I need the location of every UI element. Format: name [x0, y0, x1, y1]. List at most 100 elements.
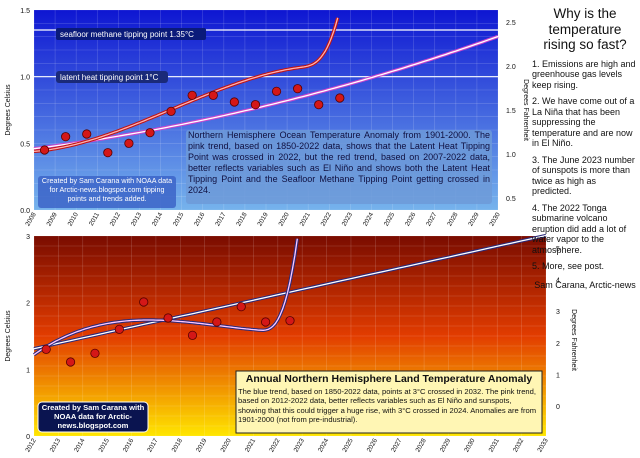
x-tick-label: 2019: [195, 437, 208, 453]
tip-label-latent: latent heat tipping point 1°C: [56, 71, 168, 83]
ocean-y2-ticks: 0.5 1.0 1.5 2.0 2.5: [506, 20, 516, 203]
y2-tick-label: 1.0: [506, 152, 516, 159]
x-tick-label: 2021: [244, 437, 257, 453]
x-tick-label: 2018: [171, 437, 184, 453]
data-point: [187, 330, 198, 340]
x-tick-label: 2025: [341, 437, 354, 453]
pink-trend-line: [33, 35, 499, 150]
land-y-ticks: 0 1 2 3: [26, 234, 30, 441]
y-tick-label: 0.5: [20, 141, 30, 148]
data-point: [82, 129, 92, 139]
x-tick-label: 2009: [46, 211, 59, 227]
y2-tick-label: 1: [556, 372, 560, 379]
x-tick-label: 2030: [463, 437, 476, 453]
data-point: [39, 145, 50, 155]
land-caption-box: [235, 370, 543, 434]
x-tick-label: 2032: [512, 437, 525, 453]
data-point: [139, 297, 149, 307]
ocean-y-label: Degrees Celsius: [5, 84, 12, 136]
ocean-credit: Created by Sam Carana with NOAA data for…: [41, 176, 173, 203]
land-chart-title: Annual Northern Hemisphere Land Temperat…: [245, 373, 533, 385]
ocean-data-points: [39, 84, 345, 158]
y-tick-label: 1: [26, 367, 30, 374]
data-point: [145, 128, 155, 138]
sidebar: Why is the temperature rising so fast? 1…: [532, 6, 638, 290]
tip-label-methane-text: seafloor methane tipping point 1.35°C: [60, 30, 194, 39]
ocean-credit-box: [38, 176, 176, 208]
x-tick-label: 2016: [193, 211, 206, 227]
x-tick-label: 2017: [146, 437, 159, 453]
y2-tick-label: 0: [556, 404, 560, 411]
x-tick-label: 2017: [214, 211, 227, 227]
sidebar-item-more: 5. More, see post.: [532, 261, 605, 271]
data-point: [103, 148, 113, 158]
land-credit: Created by Sam Carana with NOAA data for…: [41, 403, 145, 430]
data-point: [166, 106, 176, 116]
ocean-x-ticks: 2008 2009 2010 2011 2012 2013 2014 2015 2016 2017…: [24, 211, 501, 227]
data-point: [335, 93, 345, 103]
sidebar-title: Why is the temperature rising so fast?: [543, 6, 627, 52]
x-tick-label: 2015: [172, 211, 185, 227]
x-tick-label: 2020: [219, 437, 232, 453]
y2-tick-label: 0.5: [506, 196, 516, 203]
y-tick-label: 3: [26, 234, 30, 241]
x-tick-label: 2024: [317, 437, 330, 453]
data-point: [65, 357, 76, 367]
data-point: [271, 86, 282, 96]
x-tick-label: 2011: [88, 211, 101, 227]
data-point: [208, 90, 218, 100]
x-tick-label: 2013: [49, 437, 62, 453]
y2-tick-label: 4: [556, 278, 560, 285]
land-y2-ticks: 0 1 2 3 4 5: [556, 246, 560, 411]
y2-tick-label: 2.0: [506, 64, 516, 71]
data-point: [61, 132, 71, 142]
sidebar-item-emissions: 1. Emissions are high and greenhouse gas…: [532, 58, 636, 90]
sidebar-item-el-nino: 2. We have come out of a La Niña that ha…: [532, 96, 635, 148]
x-tick-label: 2026: [404, 211, 417, 227]
x-tick-label: 2019: [256, 211, 269, 227]
x-tick-label: 2022: [320, 211, 333, 227]
y2-tick-label: 5: [556, 246, 560, 253]
data-point: [236, 302, 246, 312]
sidebar-item-tonga: 4. The 2022 Tonga submarine volcano erup…: [532, 202, 627, 255]
x-tick-label: 2021: [299, 211, 312, 227]
x-tick-label: 2033: [536, 437, 549, 453]
x-tick-label: 2028: [446, 211, 459, 227]
ocean-chart: 0.00.51.01.5 0.51.01.52.02.5 2008 2009 201…: [5, 8, 529, 228]
x-tick-label: 2027: [390, 437, 403, 453]
land-data-points: [41, 297, 295, 367]
y-tick-label: 0.0: [20, 208, 30, 215]
data-point: [250, 100, 261, 110]
y2-tick-label: 3: [556, 309, 560, 316]
data-point: [229, 97, 239, 107]
data-point: [261, 317, 271, 327]
x-tick-label: 2030: [488, 211, 501, 227]
land-caption: The blue trend, based on 1850-2022 data,…: [238, 387, 537, 425]
x-tick-label: 2025: [383, 211, 396, 227]
x-tick-label: 2023: [293, 437, 306, 453]
x-tick-label: 2015: [98, 437, 111, 453]
data-point: [114, 324, 124, 334]
x-tick-label: 2023: [341, 211, 354, 227]
sidebar-credit: Sam Carana, Arctic-news: [534, 279, 636, 290]
data-point: [285, 316, 295, 326]
x-tick-label: 2026: [366, 437, 379, 453]
land-y-label: Degrees Celsius: [5, 310, 12, 362]
data-point: [41, 344, 51, 354]
y2-tick-label: 2.5: [506, 20, 516, 27]
y2-tick-label: 1.5: [506, 108, 516, 115]
x-tick-label: 2024: [362, 211, 375, 227]
x-tick-label: 2027: [425, 211, 438, 227]
red-trend-line: [33, 17, 339, 152]
ocean-caption: Northern Hemisphere Ocean Temperature An…: [188, 130, 490, 195]
land-chart: 0 1 2 3 0 1 2 3 4 5 2 0 1 2 2013 2014 2015 2016 2017 2018…: [5, 233, 577, 454]
x-tick-label: 2018: [235, 211, 248, 227]
data-point: [212, 317, 222, 327]
y-tick-label: 1.0: [20, 75, 30, 82]
y-tick-label: 1.5: [20, 8, 30, 15]
x-tick-label: 2028: [415, 437, 428, 453]
x-tick-label: 2010: [67, 211, 80, 227]
x-tick-label: 2022: [268, 437, 281, 453]
y-tick-label: 2: [26, 301, 30, 308]
